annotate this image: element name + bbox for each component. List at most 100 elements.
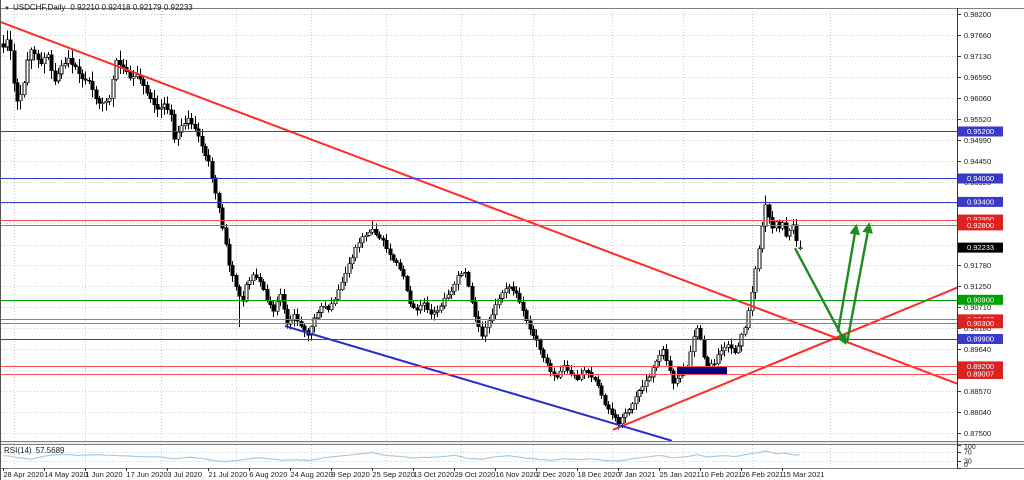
candle-bull [104,100,109,103]
price-line-badge: 0.93400 [967,197,994,206]
candle-bear [172,114,177,140]
candle-bear [545,357,550,364]
candles-group [1,30,803,430]
price-tick-label: 0.96060 [964,94,991,103]
candle-bull [627,409,632,414]
candle-bear [326,305,331,310]
date-label: 2 Dec 2020 [536,470,574,479]
consolidation-rectangle[interactable] [677,366,727,374]
date-label: 21 Jul 2020 [208,470,247,479]
candle-bear [12,50,17,84]
candle-bear [531,328,536,337]
candle-bear [15,82,20,102]
current-price-badge-bg [958,242,1003,253]
candle-bull [493,304,498,316]
candle-bear [169,109,174,115]
candle-bear [398,262,403,270]
candle-bear [230,264,235,276]
candle-bull [422,302,427,306]
date-label: 9 Sep 2020 [331,470,369,479]
candle-bear [227,243,232,266]
candle-bull [736,345,741,353]
candle-bear [705,356,710,368]
candle-bear [425,302,430,311]
candle-bull [183,123,188,127]
candle-bear [32,49,37,55]
date-label: 16 Nov 2020 [495,470,538,479]
projection-arrow-up-1[interactable] [836,223,861,333]
candle-bull [483,326,488,337]
price-tick-label: 0.90180 [964,324,991,333]
candle-bull [644,380,649,387]
date-label: 28 Apr 2020 [3,470,43,479]
candle-bear [391,254,396,261]
candle-bear [517,292,522,303]
candle-bear [596,379,601,387]
candle-bear [90,80,95,91]
candle-bear [548,362,553,373]
projection-arrow-up-2[interactable] [845,222,873,344]
candle-bear [148,92,153,99]
candle-bear [220,207,225,229]
candle-bear [165,103,170,110]
projection-arrow-down[interactable] [793,247,847,345]
price-tick-label: 0.90710 [964,303,991,312]
candle-bull [446,294,451,299]
candle-bull [275,301,280,312]
collapse-icon[interactable]: ▼ [4,6,10,12]
candle-bear [521,301,526,311]
price-line-badge: 0.89007 [967,369,994,378]
candle-bull [100,102,105,104]
blue-trendline[interactable] [284,325,673,442]
candle-bear [613,414,618,418]
date-label: 24 Aug 2020 [290,470,332,479]
candle-bull [29,49,34,61]
candle-bear [575,374,580,380]
price-line-badge: 0.89200 [967,362,994,371]
candle-bull [131,76,136,79]
candle-bear [87,79,92,82]
rsi-scale-label: 30 [964,459,972,466]
ascending-trendline[interactable] [612,286,958,431]
candle-bear [1,43,6,48]
candle-bull [456,275,461,285]
price-line-badge-bg [958,369,1003,379]
current-price-badge: 0.92233 [967,243,994,252]
candle-bull [739,333,744,347]
candle-bear [80,73,85,80]
candle-bear [698,328,703,340]
candle-bear [411,303,416,309]
candle-bear [203,145,208,156]
candle-bull [319,305,324,313]
candle-bull [787,230,792,237]
price-tick-label: 0.94450 [964,157,991,166]
price-tick-label: 0.94990 [964,136,991,145]
candle-bear [77,66,82,75]
candle-bull [750,292,755,312]
candle-bear [377,234,382,239]
candle-bull [500,292,505,299]
candle-bull [46,54,51,58]
candle-bull [5,39,10,48]
candle-bull [722,346,727,352]
candle-bull [347,263,352,274]
candle-bull [774,221,779,229]
candle-bull [654,360,659,369]
candle-bull [247,280,252,285]
candle-bull [634,396,639,404]
candle-bear [603,395,608,406]
candle-bear [476,316,481,328]
candle-bull [678,374,683,379]
panel-separator[interactable] [0,441,1024,445]
candle-bull [504,288,509,294]
candle-bull [620,416,625,425]
candle-bull [418,304,423,311]
candle-bear [70,57,75,66]
candle-bear [538,339,543,351]
price-tick-label: 0.89640 [964,345,991,354]
candle-bull [579,374,584,380]
candle-bull [716,354,721,365]
candle-bull [56,73,61,82]
